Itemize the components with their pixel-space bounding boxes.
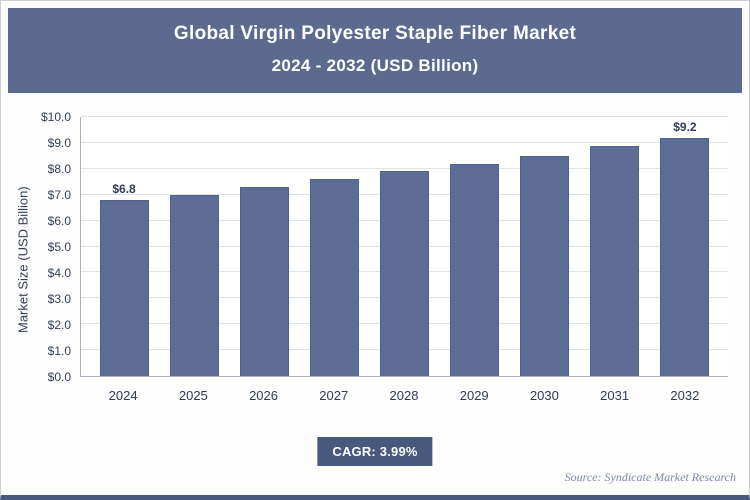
bar-slot-2031 bbox=[580, 117, 650, 376]
y-axis-title: Market Size (USD Billion) bbox=[15, 186, 31, 334]
cagr-badge: CAGR: 3.99% bbox=[317, 437, 433, 466]
chart-footer: CAGR: 3.99% Source: Syndicate Market Res… bbox=[8, 421, 742, 495]
gridline bbox=[81, 141, 728, 143]
x-tick-label-2032: 2032 bbox=[670, 388, 700, 403]
y-tick-label: $6.0 bbox=[47, 214, 71, 228]
bar-slot-2028 bbox=[369, 117, 439, 376]
x-tick-label-2025: 2025 bbox=[178, 388, 208, 403]
y-axis-ticks: $0.0 $1.0 $2.0 $3.0 $4.0 $5.0 $6.0 $7.0 $8.0 $9.0… bbox=[34, 110, 80, 384]
chart-area: Market Size (USD Billion) $0.0 $1.0 $2.0 $3… bbox=[8, 110, 742, 403]
y-tick-label: $4.0 bbox=[47, 266, 71, 280]
x-tick-label-2031: 2031 bbox=[600, 388, 630, 403]
bar-slot-2024: $6.8 bbox=[89, 117, 159, 376]
plot-area: $6.8 $9.2 bbox=[80, 116, 728, 377]
bar-slot-2030 bbox=[510, 117, 580, 376]
y-tick-label: $1.0 bbox=[47, 344, 71, 358]
x-axis-ticks: 2024 2025 2026 2027 2028 2029 2030 2031 2032 bbox=[80, 377, 728, 403]
y-tick-label: $10.0 bbox=[40, 110, 71, 124]
source-text: Source: Syndicate Market Research bbox=[564, 470, 736, 484]
bar-value-label-2024: $6.8 bbox=[112, 181, 136, 196]
chart-title: Global Virgin Polyester Staple Fiber Mar… bbox=[173, 23, 577, 44]
bar-2028 bbox=[379, 171, 430, 376]
bar-series: $6.8 $9.2 bbox=[81, 117, 728, 376]
plot-column: $0.0 $1.0 $2.0 $3.0 $4.0 $5.0 $6.0 $7.0 $8.0 $9.0… bbox=[34, 110, 728, 403]
bar-2024 bbox=[99, 199, 149, 376]
bar-slot-2032: $9.2 bbox=[650, 117, 720, 376]
bar-2026 bbox=[239, 186, 289, 376]
x-tick-label-2026: 2026 bbox=[249, 388, 278, 403]
gridline bbox=[81, 167, 728, 169]
bar-value-label-2032: $9.2 bbox=[673, 119, 697, 134]
x-tick-label-2024: 2024 bbox=[108, 388, 138, 403]
y-tick-label: $3.0 bbox=[47, 292, 71, 306]
chart-subtitle: 2024 - 2032 (USD Billion) bbox=[271, 56, 479, 75]
bar-2030 bbox=[520, 155, 570, 376]
x-tick-label-2029: 2029 bbox=[459, 388, 489, 403]
plot-row: $0.0 $1.0 $2.0 $3.0 $4.0 $5.0 $6.0 $7.0 $8.0 $9.0… bbox=[34, 110, 728, 384]
bar-2029 bbox=[450, 163, 500, 376]
x-tick-label-2028: 2028 bbox=[389, 388, 419, 403]
y-tick-label: $2.0 bbox=[47, 318, 71, 332]
y-tick-label: $5.0 bbox=[47, 240, 71, 254]
chart-header: Global Virgin Polyester Staple Fiber Mar… bbox=[8, 8, 742, 93]
bar-slot-2027 bbox=[299, 117, 369, 376]
bar-slot-2026 bbox=[229, 117, 299, 376]
x-tick-label-2027: 2027 bbox=[319, 388, 349, 403]
x-tick-label-2030: 2030 bbox=[529, 388, 559, 403]
bar-2027 bbox=[309, 179, 359, 376]
bar-slot-2025 bbox=[159, 117, 229, 376]
bar-2031 bbox=[590, 145, 640, 376]
y-tick-label: $0.0 bbox=[47, 370, 71, 384]
y-tick-label: $7.0 bbox=[47, 188, 71, 202]
bar-2032 bbox=[660, 137, 710, 376]
y-tick-label: $9.0 bbox=[47, 136, 71, 150]
bar-slot-2029 bbox=[440, 117, 510, 376]
gridline bbox=[81, 116, 728, 117]
bar-2025 bbox=[169, 194, 219, 376]
y-tick-label: $8.0 bbox=[47, 162, 71, 176]
